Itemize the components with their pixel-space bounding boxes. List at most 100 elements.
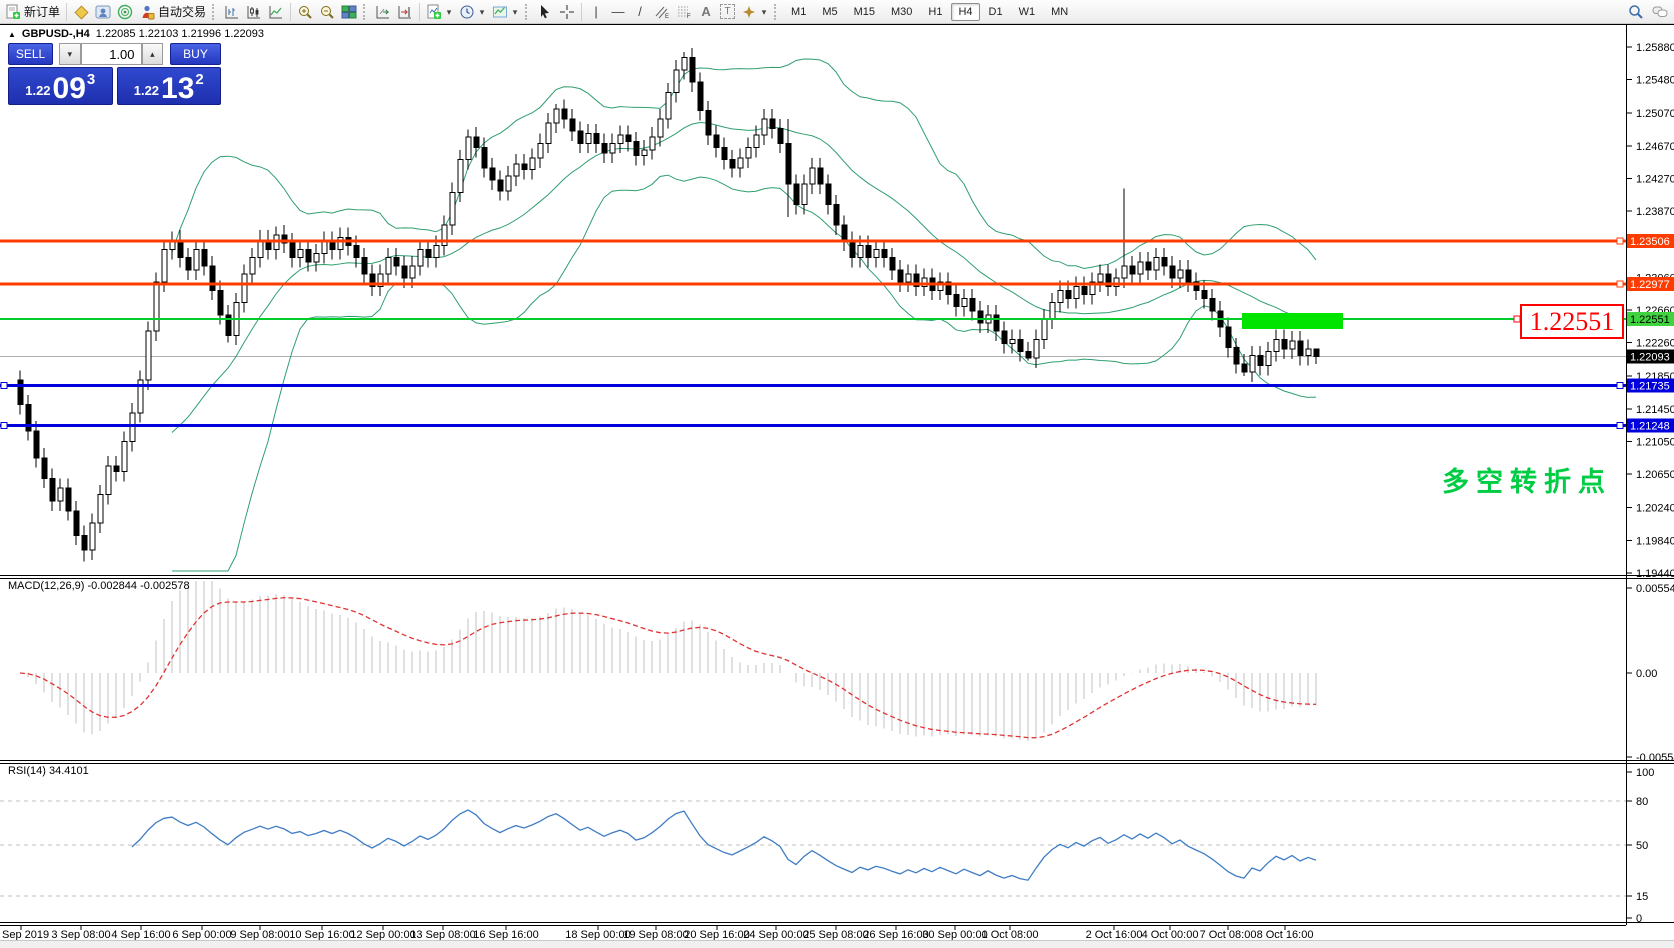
timeframe-h4[interactable]: H4 [951,2,980,21]
horizontal-line-icon: — [611,3,625,19]
svg-text:7 Oct 08:00: 7 Oct 08:00 [1200,929,1257,941]
buy-price-small: 1.22 [133,83,160,98]
svg-text:1.25880: 1.25880 [1636,42,1674,54]
svg-text:6 Sep 00:00: 6 Sep 00:00 [172,929,231,941]
buy-price-pip: 2 [195,71,204,88]
svg-text:1.24270: 1.24270 [1636,174,1674,186]
trendline-icon: / [638,3,642,19]
macd-indicator: 0.005543 0.00 -0.005583 [19,581,1674,764]
bar-chart-icon [225,5,239,18]
timeframe-mn[interactable]: MN [1051,5,1069,18]
text-button[interactable]: A [695,2,717,22]
volume-input[interactable]: 1.00 [80,43,142,65]
add-indicator-icon [427,4,442,19]
candlestick-series [17,47,1320,562]
trendline-button[interactable]: / [629,2,651,22]
volume-decrease-button[interactable]: ▾ [59,43,81,65]
price-text-object[interactable]: 1.22551 [1520,304,1624,339]
toolbar-grip [212,3,218,20]
user-window-button[interactable] [92,2,114,22]
timeframe-w1[interactable]: W1 [1018,5,1036,18]
dropdown-icon: ▾ [479,6,485,17]
svg-text:26 Sep 16:00: 26 Sep 16:00 [863,929,928,941]
line-chart-icon [269,5,283,18]
ohlc-values: 1.22085 1.22103 1.21996 1.22093 [95,28,264,40]
add-indicator-button[interactable]: ▾ [423,2,456,22]
chart-autoscroll-button[interactable] [394,2,416,22]
crosshair-button[interactable] [556,2,578,22]
channel-button[interactable]: E [651,2,673,22]
timeframe-m30[interactable]: M30 [891,5,913,18]
zoom-out-button[interactable] [316,2,338,22]
macd-label: MACD(12,26,9) -0.002844 -0.002578 [8,580,190,592]
autotrading-button[interactable]: 自动交易 [136,2,209,22]
zoom-in-button[interactable] [294,2,316,22]
fibonacci-button[interactable]: F [673,2,695,22]
volume-increase-button[interactable]: ▴ [141,43,164,65]
separator [581,2,583,21]
toolbar-grip [363,3,369,20]
svg-text:0.00: 0.00 [1636,668,1657,680]
buy-button[interactable]: BUY [170,43,221,65]
svg-text:18 Sep 00:00: 18 Sep 00:00 [565,929,630,941]
text-icon: A [701,3,711,19]
svg-text:E: E [665,14,669,20]
zoom-out-icon [321,5,334,19]
timeframe-d1[interactable]: D1 [988,5,1003,18]
tile-windows-button[interactable] [338,2,360,22]
one-click-trading-panel: SELL ▾ 1.00 ▴ BUY 1.22 09 3 1.22 13 2 [8,43,221,105]
text-label-icon: T [720,4,736,19]
svg-text:80: 80 [1636,796,1648,808]
separator [419,2,421,21]
svg-text:10 Sep 16:00: 10 Sep 16:00 [289,929,354,941]
radar-button[interactable] [114,2,136,22]
svg-text:1.19440: 1.19440 [1636,568,1674,580]
svg-text:1.22551: 1.22551 [1630,314,1670,326]
buy-price-panel[interactable]: 1.22 13 2 [116,67,221,105]
svg-text:9 Sep 08:00: 9 Sep 08:00 [230,929,289,941]
collapse-icon[interactable]: ▲ [8,29,16,39]
candlestick-chart-button[interactable] [243,2,265,22]
equidistant-channel-icon: E [655,6,669,20]
crosshair-icon [560,4,575,19]
sell-button[interactable]: SELL [8,43,54,65]
svg-text:1.19840: 1.19840 [1636,535,1674,547]
arrows-button[interactable]: ▾ [738,2,771,22]
vertical-line-button[interactable]: | [585,2,607,22]
horizontal-line-objects[interactable] [0,239,1626,427]
chinese-note-object[interactable]: 多空转折点 [1442,467,1612,497]
template-button[interactable]: ▾ [489,2,522,22]
sell-price-panel[interactable]: 1.22 09 3 [8,67,113,105]
search-icon[interactable] [1628,4,1644,20]
green-rectangle-object[interactable] [1242,313,1343,329]
chart-shift-button[interactable] [372,2,394,22]
profile-diamond-button[interactable] [70,2,92,22]
buy-price-big: 13 [161,72,195,105]
bar-chart-button[interactable] [221,2,243,22]
timeframe-m5[interactable]: M5 [822,5,838,18]
dropdown-icon: ▾ [446,6,452,17]
pane-borders [0,24,1674,948]
svg-text:50: 50 [1636,840,1648,852]
svg-text:1.21050: 1.21050 [1636,437,1674,449]
svg-text:13 Sep 08:00: 13 Sep 08:00 [410,929,475,941]
candlestick-chart-icon [247,5,261,18]
timeframe-m15[interactable]: M15 [853,5,875,18]
object-anchor-markers [0,237,1624,429]
period-button[interactable]: ▾ [456,2,489,22]
chat-icon[interactable] [1652,4,1668,20]
timeframe-m1[interactable]: M1 [791,5,807,18]
clock-icon [460,5,474,18]
new-order-button[interactable]: 新订单 [2,2,63,22]
dropdown-icon: ▾ [761,6,767,17]
line-chart-button[interactable] [265,2,287,22]
autotrading-label: 自动交易 [158,5,207,19]
horizontal-line-button[interactable]: — [607,2,629,22]
timeframe-h1[interactable]: H1 [928,5,943,18]
svg-text:0: 0 [1636,913,1642,925]
svg-text:12 Sep 00:00: 12 Sep 00:00 [350,929,415,941]
text-label-button[interactable]: T [717,2,738,22]
cursor-button[interactable] [534,2,556,22]
